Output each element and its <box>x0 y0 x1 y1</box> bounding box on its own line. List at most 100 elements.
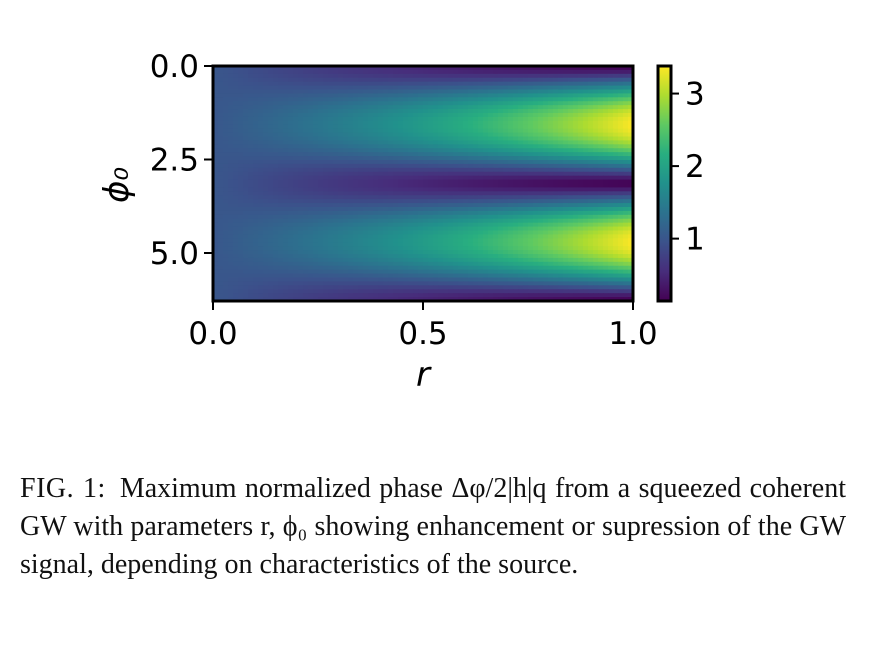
heatmap-cell <box>588 73 594 79</box>
heatmap-cell <box>383 230 389 236</box>
heatmap-cell <box>393 183 399 189</box>
heatmap-cell <box>213 120 219 126</box>
heatmap-cell <box>248 140 254 145</box>
heatmap-cell <box>388 93 394 98</box>
heatmap-cell <box>418 277 424 283</box>
heatmap-cell <box>538 277 544 283</box>
heatmap-cell <box>238 269 244 275</box>
heatmap-cell <box>463 218 469 224</box>
heatmap-cell <box>418 97 424 102</box>
heatmap-cell <box>498 234 504 239</box>
heatmap-cell <box>628 269 633 275</box>
heatmap-cell <box>628 250 633 255</box>
heatmap-cell <box>308 265 314 271</box>
heatmap-cell <box>553 273 559 279</box>
heatmap-cell <box>293 187 299 192</box>
heatmap-cell <box>358 148 364 153</box>
heatmap-cell <box>233 81 239 87</box>
heatmap-cell <box>488 218 494 224</box>
heatmap-cell <box>553 124 559 130</box>
heatmap-cell <box>448 116 454 122</box>
heatmap-cell <box>403 257 409 263</box>
heatmap-cell <box>373 191 379 196</box>
heatmap-cell <box>583 210 589 216</box>
heatmap-cell <box>628 109 633 114</box>
heatmap-cell <box>393 285 399 290</box>
heatmap-cell <box>263 148 269 153</box>
heatmap-cell <box>223 109 229 114</box>
heatmap-cell <box>618 238 624 243</box>
heatmap-cell <box>483 136 489 142</box>
heatmap-cell <box>463 89 469 95</box>
heatmap-cell <box>373 289 379 294</box>
heatmap-cell <box>413 234 419 239</box>
heatmap-cell <box>478 113 484 118</box>
heatmap-cell <box>403 210 409 216</box>
heatmap-cell <box>303 207 309 212</box>
heatmap-cell <box>263 207 269 212</box>
heatmap-cell <box>473 277 479 283</box>
heatmap-cell <box>348 152 354 157</box>
heatmap-cell <box>408 265 414 271</box>
heatmap-cell <box>613 105 619 110</box>
heatmap-cell <box>448 257 454 263</box>
heatmap-cell <box>383 273 389 279</box>
heatmap-cell <box>568 175 574 181</box>
heatmap-cell <box>458 160 464 165</box>
heatmap-cell <box>323 183 329 189</box>
heatmap-cell <box>473 73 479 79</box>
heatmap-cell <box>243 179 249 185</box>
heatmap-cell <box>458 242 464 247</box>
heatmap-cell <box>358 69 364 75</box>
heatmap-cell <box>453 113 459 118</box>
heatmap-cell <box>508 116 514 122</box>
heatmap-cell <box>293 234 299 239</box>
heatmap-cell <box>233 160 239 165</box>
heatmap-cell <box>363 105 369 110</box>
heatmap-cell <box>253 187 259 192</box>
heatmap-cell <box>428 120 434 126</box>
heatmap-cell <box>558 136 564 142</box>
heatmap-cell <box>243 257 249 263</box>
heatmap-cell <box>288 144 294 149</box>
heatmap-cell <box>588 207 594 212</box>
heatmap-cell <box>423 85 429 91</box>
heatmap-cell <box>273 77 279 83</box>
heatmap-cell <box>458 89 464 95</box>
heatmap-cell <box>418 89 424 95</box>
heatmap-cell <box>268 105 274 110</box>
heatmap-cell <box>378 163 384 169</box>
heatmap-cell <box>403 222 409 228</box>
heatmap-cell <box>368 113 374 118</box>
heatmap-cell <box>238 289 244 294</box>
heatmap-cell <box>533 132 539 138</box>
heatmap-cell <box>433 226 439 232</box>
heatmap-cell <box>628 105 633 110</box>
heatmap-cell <box>603 97 609 102</box>
heatmap-cell <box>398 246 404 251</box>
heatmap-cell <box>553 136 559 142</box>
heatmap-cell <box>323 171 329 177</box>
heatmap-cell <box>358 242 364 247</box>
heatmap-cell <box>398 199 404 204</box>
heatmap-cell <box>458 148 464 153</box>
heatmap-cell <box>488 93 494 98</box>
heatmap-cell <box>428 81 434 87</box>
heatmap-cell <box>363 160 369 165</box>
heatmap-cell <box>373 234 379 239</box>
heatmap-cell <box>623 163 629 169</box>
heatmap-cell <box>433 81 439 87</box>
heatmap-cell <box>333 167 339 173</box>
heatmap-cell <box>563 116 569 122</box>
heatmap-cell <box>293 101 299 106</box>
heatmap-cell <box>253 269 259 275</box>
heatmap-cell <box>438 210 444 216</box>
heatmap-cell <box>353 281 359 286</box>
heatmap-cell <box>578 289 584 294</box>
heatmap-cell <box>303 116 309 122</box>
heatmap-cell <box>238 179 244 185</box>
heatmap-cell <box>388 132 394 138</box>
heatmap-cell <box>243 254 249 259</box>
heatmap-cell <box>618 85 624 91</box>
heatmap-cell <box>298 285 304 290</box>
